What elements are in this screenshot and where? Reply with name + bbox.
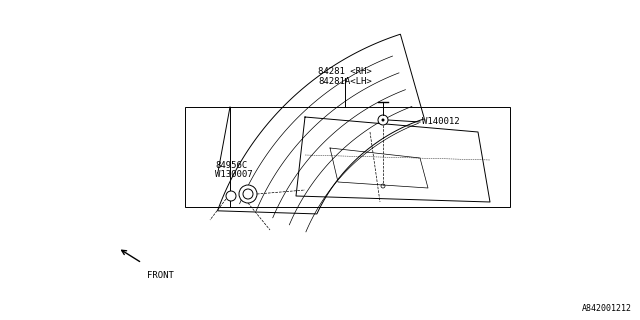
Circle shape: [243, 189, 253, 199]
Circle shape: [239, 185, 257, 203]
Polygon shape: [218, 34, 424, 214]
Circle shape: [381, 118, 385, 122]
Text: 84281A<LH>: 84281A<LH>: [318, 77, 372, 86]
Text: 84956C: 84956C: [215, 161, 247, 170]
Bar: [185, 107, 510, 207]
Text: A842001212: A842001212: [582, 304, 632, 313]
Text: FRONT: FRONT: [147, 271, 174, 280]
Text: W130007: W130007: [215, 170, 253, 179]
Text: W140012: W140012: [422, 117, 460, 126]
Circle shape: [226, 191, 236, 201]
Text: 84281 <RH>: 84281 <RH>: [318, 67, 372, 76]
Circle shape: [378, 115, 388, 125]
